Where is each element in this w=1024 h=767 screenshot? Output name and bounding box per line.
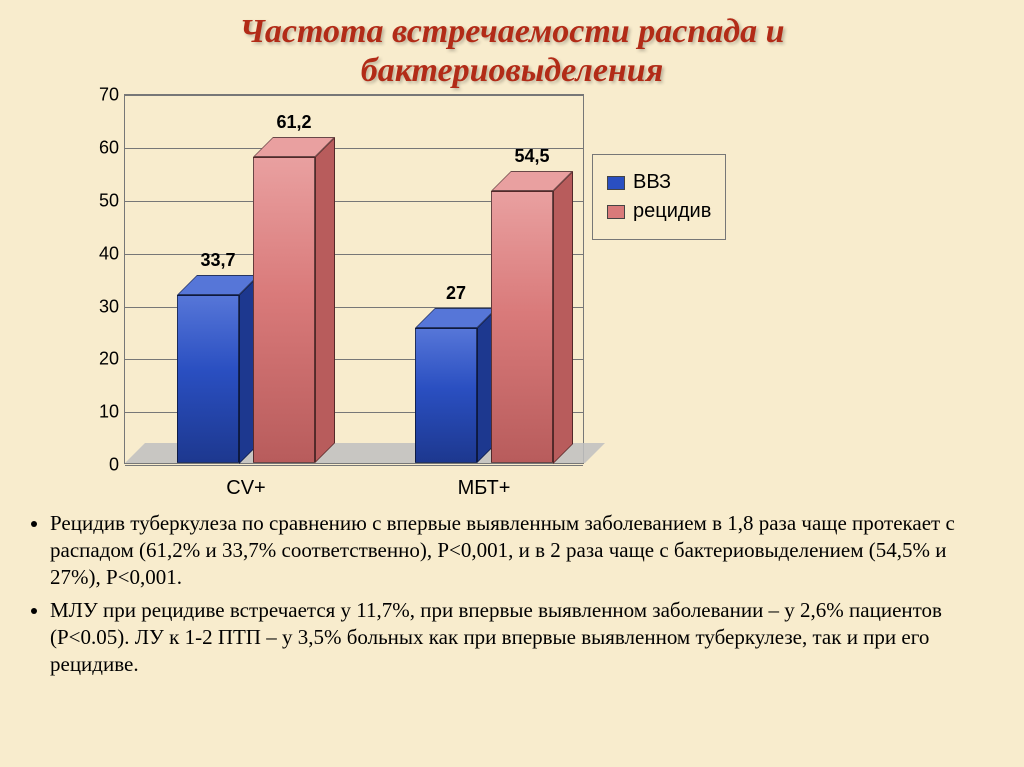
y-tick: 70 bbox=[99, 85, 119, 106]
bar-front bbox=[415, 328, 477, 463]
bar-front bbox=[253, 157, 315, 463]
category-label: МБТ+ bbox=[458, 477, 511, 500]
bar-side bbox=[553, 171, 573, 464]
bar-front bbox=[491, 191, 553, 464]
bullet-item: МЛУ при рецидиве встречается у 11,7%, пр… bbox=[50, 597, 992, 678]
bar-value-label: 33,7 bbox=[200, 250, 235, 271]
legend-item: ВВЗ bbox=[607, 171, 711, 194]
y-tick: 20 bbox=[99, 349, 119, 370]
y-tick: 50 bbox=[99, 190, 119, 211]
legend-label: ВВЗ bbox=[633, 171, 671, 194]
title-line-2: бактериовыделения bbox=[361, 52, 663, 89]
legend-label: рецидив bbox=[633, 200, 711, 223]
bar bbox=[253, 137, 335, 463]
gridline bbox=[125, 95, 583, 96]
y-tick: 10 bbox=[99, 402, 119, 423]
title-line-1: Частота встречаемости распада и bbox=[240, 13, 785, 50]
slide-title: Частота встречаемости распада и бактерио… bbox=[24, 12, 1000, 90]
y-tick: 40 bbox=[99, 243, 119, 264]
chart: 01020304050607033,761,2CV+2754,5МБТ+ bbox=[124, 94, 584, 464]
bar bbox=[177, 275, 259, 464]
bar-value-label: 61,2 bbox=[276, 112, 311, 133]
chart-row: 01020304050607033,761,2CV+2754,5МБТ+ ВВЗ… bbox=[124, 94, 1000, 464]
plot-area: 01020304050607033,761,2CV+2754,5МБТ+ bbox=[124, 94, 584, 464]
bar-front bbox=[177, 295, 239, 464]
bar-value-label: 27 bbox=[446, 283, 466, 304]
y-tick: 0 bbox=[109, 455, 119, 476]
bar bbox=[491, 171, 573, 464]
bullet-list: Рецидив туберкулеза по сравнению с вперв… bbox=[24, 510, 1000, 683]
legend-item: рецидив bbox=[607, 200, 711, 223]
bar bbox=[415, 308, 497, 463]
category-label: CV+ bbox=[226, 477, 265, 500]
slide: Частота встречаемости распада и бактерио… bbox=[0, 0, 1024, 767]
gridline bbox=[125, 465, 583, 466]
bar-side bbox=[315, 137, 335, 463]
bullet-item: Рецидив туберкулеза по сравнению с вперв… bbox=[50, 510, 992, 591]
legend-swatch bbox=[607, 176, 625, 190]
y-tick: 60 bbox=[99, 138, 119, 159]
bar-value-label: 54,5 bbox=[514, 146, 549, 167]
y-tick: 30 bbox=[99, 296, 119, 317]
legend-swatch bbox=[607, 205, 625, 219]
legend: ВВЗ рецидив bbox=[592, 154, 726, 240]
